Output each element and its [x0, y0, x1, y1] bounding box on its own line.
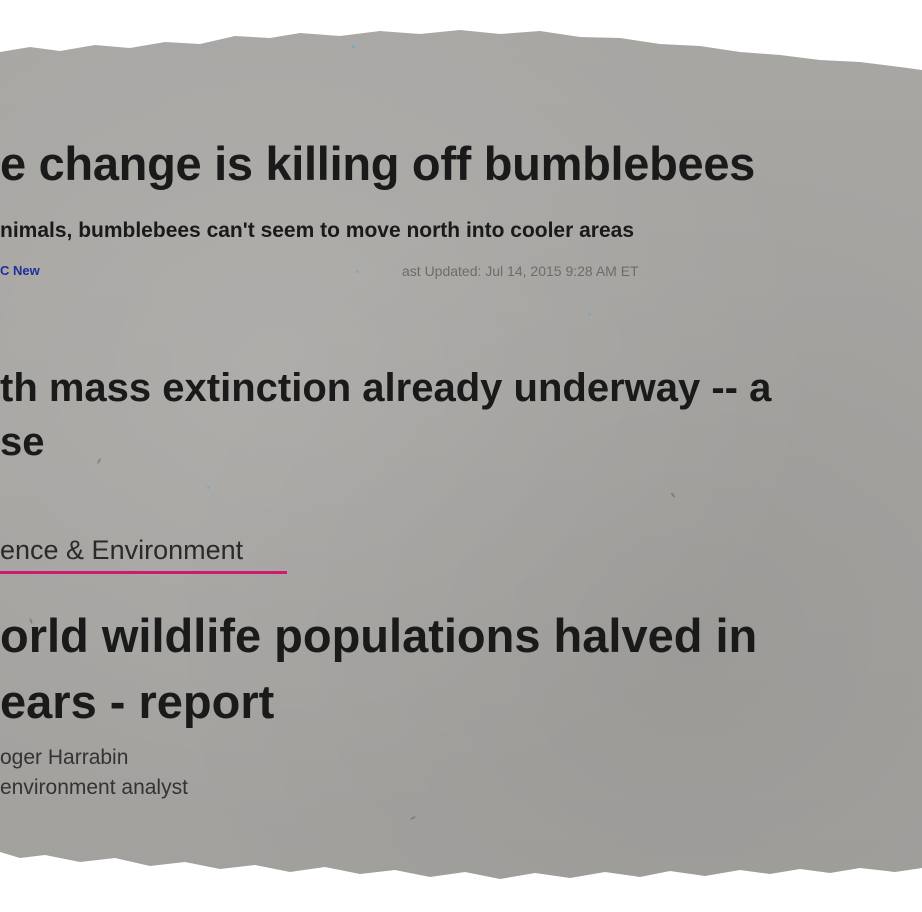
section-label: ence & Environment — [0, 535, 244, 565]
last-updated: ast Updated: Jul 14, 2015 9:28 AM ET — [402, 263, 639, 279]
paper-fiber — [207, 486, 210, 489]
headline-wildlife-line1: orld wildlife populations halved in — [0, 609, 758, 662]
paper-fiber — [670, 492, 676, 498]
headline-mass-extinction-line1: th mass extinction already underway -- a — [0, 366, 772, 410]
paper-fiber — [356, 270, 359, 273]
paper-fiber — [352, 45, 355, 48]
section-underline — [0, 571, 287, 574]
paper-fiber — [409, 815, 417, 821]
source-link: C New — [0, 263, 40, 278]
paper-fiber — [96, 457, 102, 465]
paper-fiber — [588, 313, 591, 316]
headline-mass-extinction-line2: se — [0, 420, 45, 464]
byline-name: oger Harrabin — [0, 746, 129, 769]
headline-wildlife-line2: ears - report — [0, 675, 275, 728]
byline-role: environment analyst — [0, 776, 188, 799]
headline-bumblebees: e change is killing off bumblebees — [0, 137, 756, 190]
subheadline-bumblebees: nimals, bumblebees can't seem to move no… — [0, 219, 635, 242]
